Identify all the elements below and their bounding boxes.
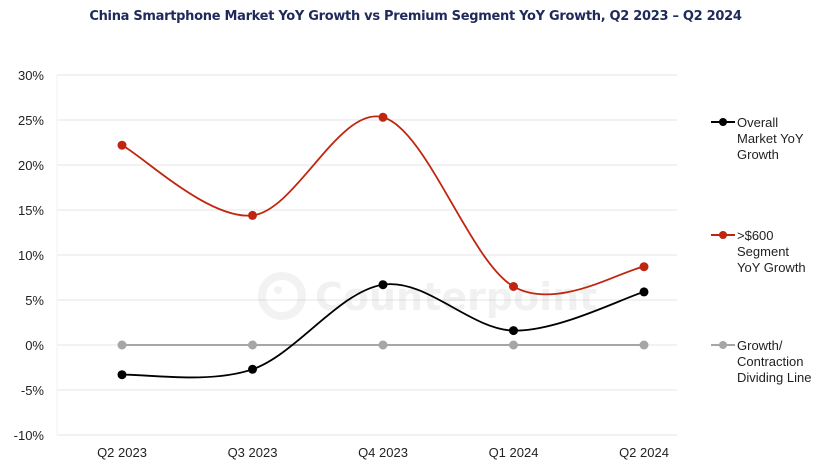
y-tick-label: -5% (21, 383, 45, 398)
legend-label: Dividing Line (737, 370, 811, 385)
x-axis-ticks: Q2 2023 Q3 2023 Q4 2023 Q1 2024 Q2 2024 (97, 445, 669, 460)
watermark: Counterpoint (258, 272, 597, 320)
data-point[interactable] (509, 326, 518, 336)
data-point[interactable] (248, 210, 257, 220)
x-tick-label: Q3 2023 (228, 445, 278, 460)
data-point[interactable] (378, 280, 388, 290)
legend-marker-icon (719, 341, 727, 349)
y-tick-label: 30% (18, 68, 44, 83)
data-point[interactable] (639, 287, 649, 297)
y-tick-label: 20% (18, 158, 44, 173)
series-1 (117, 112, 649, 296)
legend-label: Growth/ (737, 338, 783, 353)
y-axis-ticks: 30% 25% 20% 15% 10% 5% 0% -5% -10% (14, 68, 45, 443)
data-point[interactable] (639, 262, 649, 272)
legend-label: Segment (737, 244, 789, 259)
series-2 (117, 340, 649, 350)
y-tick-label: -10% (14, 428, 45, 443)
data-point[interactable] (378, 112, 388, 122)
x-tick-label: Q4 2023 (358, 445, 408, 460)
data-point[interactable] (378, 340, 388, 350)
series-line (121, 115, 645, 296)
y-tick-label: 10% (18, 248, 44, 263)
x-tick-label: Q2 2024 (619, 445, 669, 460)
chart-title: China Smartphone Market YoY Growth vs Pr… (89, 9, 742, 24)
data-point[interactable] (248, 364, 257, 374)
watermark-text: Counterpoint (315, 275, 597, 319)
gridlines (56, 74, 677, 436)
legend-label: Growth (737, 147, 779, 162)
y-tick-label: 5% (25, 293, 44, 308)
legend-label: Contraction (737, 354, 803, 369)
watermark-logo-icon (258, 272, 306, 320)
series-group (117, 112, 649, 380)
data-point[interactable] (509, 282, 518, 291)
legend-label: YoY Growth (737, 260, 806, 275)
y-tick-label: 0% (25, 338, 44, 353)
data-point[interactable] (117, 140, 127, 150)
watermark-logo-dot (274, 286, 282, 294)
series-0 (117, 280, 649, 380)
legend-label: Market YoY (737, 131, 804, 146)
x-tick-label: Q1 2024 (489, 445, 539, 460)
data-point[interactable] (117, 340, 127, 350)
legend-marker-icon (719, 231, 727, 239)
data-point[interactable] (509, 340, 518, 350)
data-point[interactable] (639, 340, 649, 350)
x-tick-label: Q2 2023 (97, 445, 147, 460)
data-point[interactable] (117, 370, 127, 380)
legend-label: Overall (737, 115, 778, 130)
y-tick-label: 15% (18, 203, 44, 218)
legend-label: >$600 (737, 228, 774, 243)
y-tick-label: 25% (18, 113, 44, 128)
data-point[interactable] (248, 340, 257, 350)
legend-marker-icon (719, 118, 727, 126)
